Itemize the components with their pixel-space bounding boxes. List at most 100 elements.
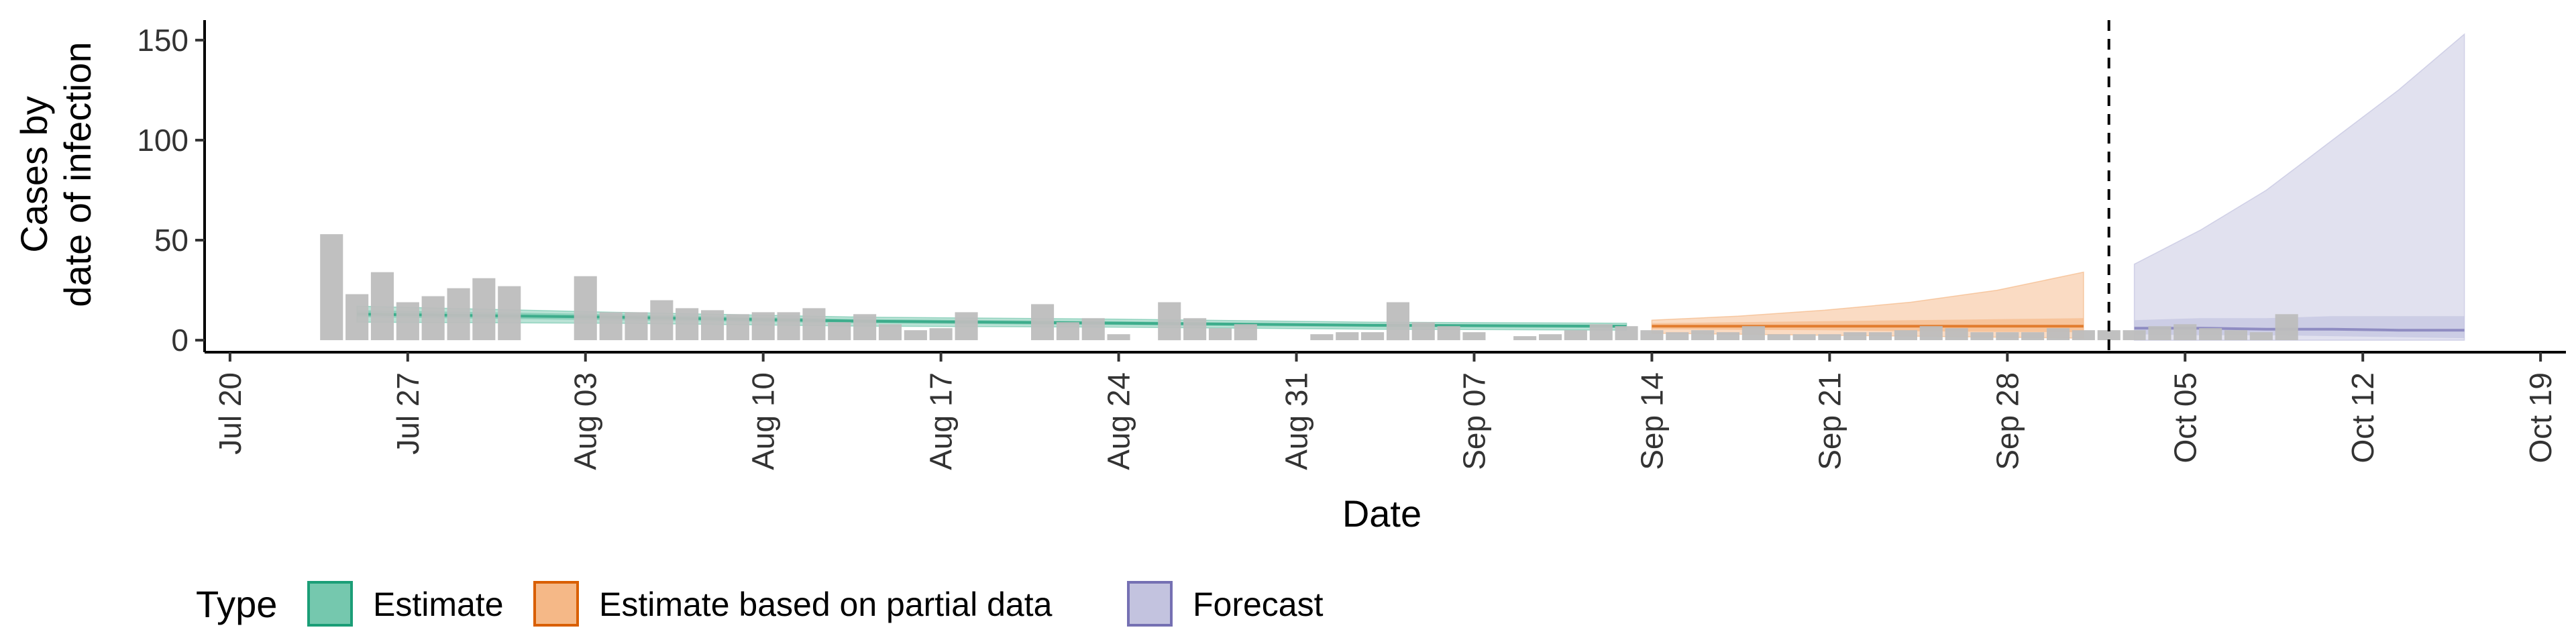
x-tick-label: Sep 14 bbox=[1634, 372, 1669, 470]
bar bbox=[1310, 334, 1334, 341]
bar bbox=[574, 276, 597, 341]
bar bbox=[726, 314, 749, 341]
x-tick-label: Jul 27 bbox=[390, 372, 425, 455]
y-axis-title-line-2: date of infection bbox=[56, 42, 99, 307]
x-tick-label: Aug 17 bbox=[924, 372, 959, 470]
bar bbox=[1919, 326, 1943, 341]
bar bbox=[345, 294, 369, 341]
axes-layer: 0 50 100 150 Jul 20 Jul 27 Aug 03 Aug 10 Aug 17 A… bbox=[137, 20, 2566, 470]
bar bbox=[777, 312, 800, 341]
bar bbox=[599, 312, 623, 341]
bar bbox=[447, 288, 470, 341]
bar bbox=[2047, 328, 2070, 341]
bar bbox=[802, 308, 826, 341]
legend-label-0: Estimate bbox=[373, 586, 504, 623]
bar bbox=[1234, 324, 1257, 341]
bar bbox=[904, 330, 927, 341]
bar bbox=[1336, 332, 1359, 341]
bar bbox=[2148, 326, 2171, 341]
bar bbox=[1792, 334, 1816, 341]
bars-layer bbox=[320, 234, 2298, 341]
bar bbox=[320, 234, 343, 341]
bar bbox=[396, 302, 419, 341]
bar bbox=[1818, 334, 1841, 341]
x-tick-label: Sep 07 bbox=[1457, 372, 1492, 470]
x-tick-label: Sep 21 bbox=[1812, 372, 1847, 470]
bar bbox=[498, 286, 521, 341]
legend-title: Type bbox=[196, 583, 277, 625]
legend-label-2: Forecast bbox=[1193, 586, 1324, 623]
bar bbox=[676, 308, 699, 341]
y-tick-label: 100 bbox=[137, 123, 189, 158]
ribbon-layer bbox=[356, 33, 2465, 341]
bar bbox=[1361, 332, 1385, 341]
bar bbox=[828, 322, 851, 341]
bar bbox=[1056, 322, 1079, 341]
bar bbox=[2174, 324, 2197, 341]
bar bbox=[1945, 328, 1968, 341]
bar bbox=[1640, 330, 1664, 341]
bar bbox=[1843, 332, 1867, 341]
bar bbox=[1589, 324, 1613, 341]
y-tick-label: 50 bbox=[154, 223, 189, 258]
bar bbox=[1615, 326, 1638, 341]
legend-label-1: Estimate based on partial data bbox=[599, 586, 1053, 623]
bar bbox=[2199, 328, 2222, 341]
legend-items: Estimate Estimate based on partial data Fo… bbox=[307, 581, 1324, 627]
bar bbox=[1767, 334, 1790, 341]
ribbon-outer-2 bbox=[2133, 33, 2465, 341]
bar bbox=[370, 272, 394, 341]
bar bbox=[1996, 332, 2019, 341]
legend: Type Estimate Estimate based on partial d… bbox=[196, 581, 1324, 627]
x-tick-label: Oct 05 bbox=[2167, 372, 2202, 464]
x-tick-label: Jul 20 bbox=[213, 372, 248, 455]
bar bbox=[1513, 336, 1537, 341]
bar bbox=[1158, 302, 1181, 341]
x-tick-label: Sep 28 bbox=[1990, 372, 2025, 470]
x-tick-label: Aug 03 bbox=[568, 372, 603, 470]
bar bbox=[1691, 330, 1715, 341]
bar bbox=[1869, 332, 1892, 341]
y-tick-label: 150 bbox=[137, 23, 189, 58]
bar bbox=[1031, 304, 1055, 341]
bar bbox=[1894, 330, 1917, 341]
bar bbox=[2097, 330, 2121, 341]
bar bbox=[2021, 332, 2045, 341]
bar bbox=[1183, 318, 1207, 341]
bar bbox=[2224, 330, 2247, 341]
bar bbox=[955, 312, 978, 341]
bar bbox=[1081, 318, 1105, 341]
bar bbox=[1411, 322, 1435, 341]
bar bbox=[1107, 334, 1130, 341]
legend-key-1 bbox=[533, 581, 579, 627]
bar bbox=[421, 296, 445, 341]
bar bbox=[853, 314, 877, 341]
x-tick-label: Oct 12 bbox=[2345, 372, 2380, 464]
bar bbox=[2123, 330, 2146, 341]
bar bbox=[650, 300, 674, 341]
x-tick-label: Oct 19 bbox=[2523, 372, 2558, 464]
bar bbox=[2249, 332, 2273, 341]
bar bbox=[2072, 330, 2095, 341]
x-axis-title: Date bbox=[1342, 492, 1421, 535]
bar bbox=[1741, 326, 1765, 341]
x-tick-label: Aug 31 bbox=[1279, 372, 1314, 470]
bar bbox=[1970, 332, 1994, 341]
legend-key-2 bbox=[1127, 581, 1173, 627]
bar bbox=[878, 324, 902, 341]
bar bbox=[701, 310, 724, 341]
bar bbox=[929, 328, 953, 341]
x-tick-label: Aug 10 bbox=[746, 372, 781, 470]
y-axis-title-line-1: Cases by bbox=[13, 96, 55, 252]
bar bbox=[625, 312, 648, 341]
bar bbox=[1437, 326, 1460, 341]
bar bbox=[1208, 328, 1232, 341]
bar bbox=[1386, 302, 1409, 341]
bar bbox=[751, 312, 775, 341]
bar bbox=[472, 278, 496, 341]
bar bbox=[1462, 332, 1486, 341]
bar bbox=[2275, 314, 2298, 341]
x-tick-label: Aug 24 bbox=[1102, 372, 1136, 470]
bar bbox=[1666, 332, 1689, 341]
